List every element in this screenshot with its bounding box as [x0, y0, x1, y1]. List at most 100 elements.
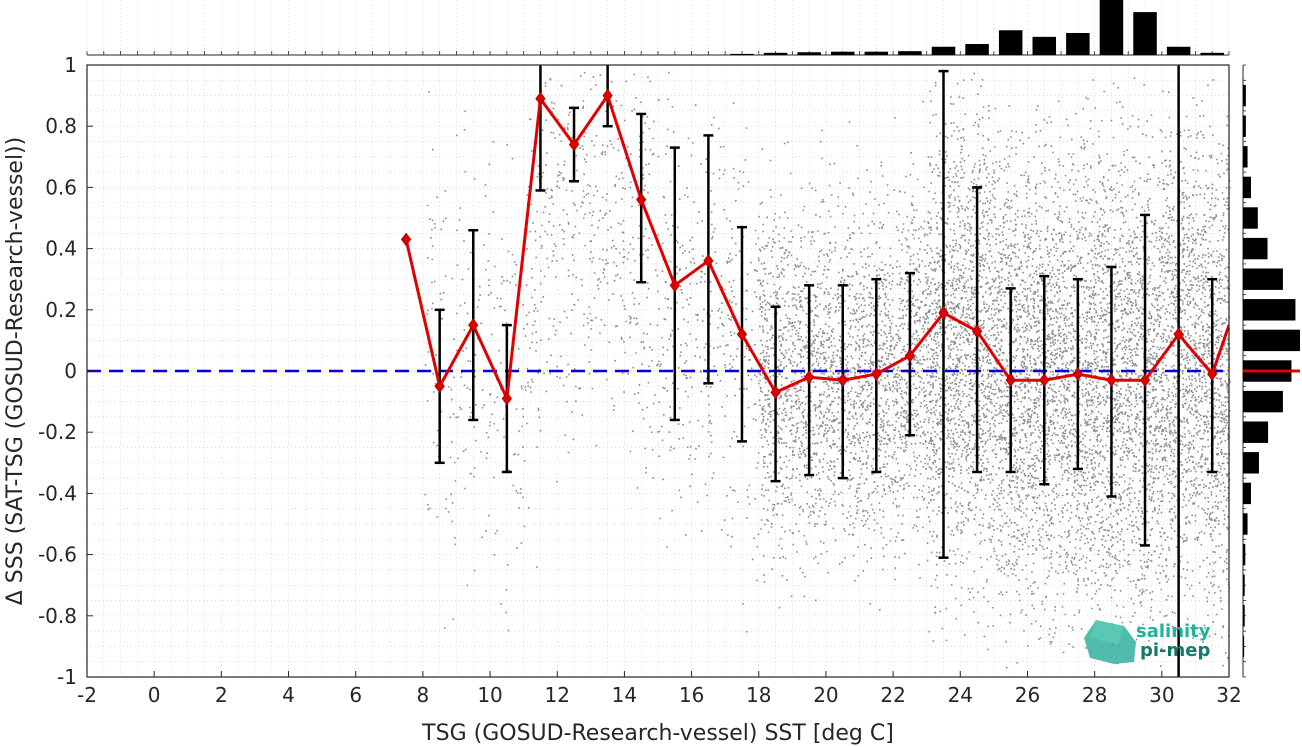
y-tick-labels: -1 -0.8 -0.6 -0.4 -0.2 0 0.2 0.4 0.6 0.8 1 — [38, 53, 93, 689]
x-tick-label: 26 — [1015, 683, 1040, 707]
right-hist-bar — [1243, 84, 1246, 107]
y-tick-label: -0.6 — [38, 543, 77, 567]
x-tick-label: 16 — [679, 683, 704, 707]
right-hist-bar — [1243, 543, 1246, 566]
y-axis-title: Δ SSS (SAT-TSG (GOSUD-Research-vessel)) — [3, 137, 28, 605]
mean-point — [501, 391, 512, 406]
right-hist-bar — [1243, 390, 1283, 413]
mean-point — [602, 88, 613, 103]
mean-point — [938, 306, 949, 320]
mean-point — [871, 367, 882, 381]
right-hist-bar — [1243, 421, 1269, 443]
top-hist-bar — [1099, 0, 1124, 55]
top-hist-bar — [797, 52, 821, 55]
x-tick-label: 14 — [612, 683, 637, 707]
y-tick-label: 0.8 — [45, 114, 77, 138]
x-tick-label: 8 — [417, 683, 430, 707]
x-tick-label: 28 — [1082, 683, 1107, 707]
mean-point — [904, 348, 916, 363]
mean-point — [736, 327, 748, 342]
mean-point — [770, 385, 781, 400]
top-histogram — [86, 0, 1230, 56]
right-hist-bar — [1243, 605, 1245, 627]
x-tick-label: 20 — [813, 683, 838, 707]
right-hist-bar — [1243, 513, 1248, 535]
x-tick-label: 2 — [215, 683, 228, 707]
x-axis-title: TSG (GOSUD-Research-vessel) SST [deg C] — [421, 721, 894, 746]
top-hist-bar — [1166, 46, 1191, 55]
top-hist-bar — [1066, 33, 1090, 55]
mean-line — [404, 92, 1229, 405]
top-hist-bar — [965, 44, 989, 55]
y-tick-label: -0.8 — [38, 604, 77, 628]
x-tick-label: 10 — [477, 683, 502, 707]
x-tick-label: 4 — [282, 683, 295, 707]
y-tick-label: 1 — [64, 53, 77, 77]
top-hist-bar — [1032, 36, 1057, 55]
y-tick-label: 0.4 — [45, 237, 77, 261]
mean-point — [1207, 367, 1218, 381]
top-hist-bar — [931, 46, 956, 55]
mean-point — [1039, 373, 1050, 388]
y-tick-label: 0.2 — [45, 298, 77, 322]
y-tick-label: 0 — [64, 359, 77, 383]
y-tick-label: -1 — [57, 665, 77, 689]
mean-point — [1072, 367, 1083, 381]
mean-point — [568, 137, 580, 152]
right-histogram — [1242, 64, 1300, 678]
mean-point — [804, 370, 815, 384]
top-hist-bar — [830, 51, 855, 55]
y-tick-label: -0.2 — [38, 420, 77, 444]
error-bar — [535, 65, 546, 192]
salinity-pimep-logo: salinity pi-mep — [1084, 620, 1211, 664]
mean-point — [703, 254, 714, 268]
mean-point — [400, 232, 412, 247]
mean-point — [535, 91, 546, 106]
top-hist-bar — [1133, 12, 1157, 56]
right-hist-bar — [1243, 146, 1248, 168]
y-tick-label: 0.6 — [45, 175, 77, 199]
x-tick-label: 12 — [545, 683, 570, 707]
right-hist-bar — [1243, 329, 1300, 352]
right-hist-bar — [1243, 237, 1268, 260]
mean-point — [468, 318, 479, 332]
x-tick-labels: -2 0 2 4 6 8 10 12 14 16 18 20 22 24 26 28 30 32 — [77, 671, 1242, 707]
right-hist-bar — [1243, 574, 1245, 596]
logo-line1: salinity — [1136, 621, 1211, 642]
mean-point — [837, 373, 848, 388]
x-tick-label: 30 — [1149, 683, 1174, 707]
mean-point — [1139, 373, 1151, 388]
x-tick-label: 22 — [880, 683, 905, 707]
top-hist-bar — [998, 30, 1023, 55]
right-hist-bar — [1243, 115, 1246, 137]
mean-point — [1173, 327, 1184, 342]
mean-point — [434, 379, 445, 394]
logo-line2: pi-mep — [1140, 640, 1210, 661]
right-hist-bar — [1243, 482, 1251, 505]
top-hist-bar — [763, 52, 788, 55]
right-hist-bar — [1243, 299, 1296, 321]
right-hist-bar — [1243, 635, 1245, 658]
y-tick-label: -0.4 — [38, 481, 77, 505]
x-tick-label: 0 — [148, 683, 161, 707]
top-hist-bar — [898, 51, 922, 55]
mean-point — [971, 324, 983, 339]
mean-series — [400, 88, 1229, 406]
top-hist-bar — [864, 51, 889, 55]
top-hist-bar — [730, 53, 754, 55]
mean-point — [1005, 373, 1016, 388]
mean-point — [636, 192, 647, 207]
x-tick-label: 6 — [349, 683, 362, 707]
right-hist-bar — [1243, 176, 1251, 199]
x-tick-label: 32 — [1216, 683, 1241, 707]
top-hist-bar — [1200, 52, 1224, 55]
x-tick-label: 24 — [948, 683, 973, 707]
x-tick-label: 18 — [746, 683, 771, 707]
right-hist-bar — [1243, 207, 1258, 229]
x-tick-label: -2 — [77, 683, 97, 707]
mean-point — [669, 278, 680, 293]
right-hist-bar — [1243, 452, 1259, 474]
right-hist-bar — [1243, 268, 1283, 290]
mean-point — [1106, 373, 1117, 388]
